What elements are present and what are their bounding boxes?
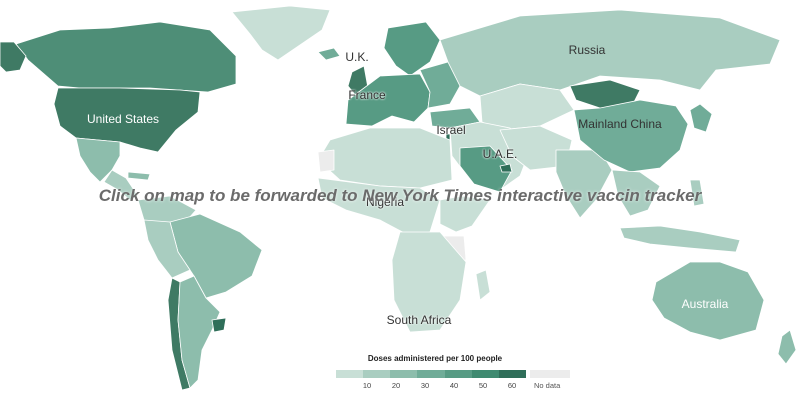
legend-title: Doses administered per 100 people: [367, 354, 503, 363]
legend-tick: 40: [449, 381, 459, 390]
iceland[interactable]: [317, 47, 341, 61]
legend-swatch: [390, 370, 418, 378]
philippines[interactable]: [689, 179, 705, 207]
label-south-africa: South Africa: [386, 313, 452, 327]
label-australia: Australia: [681, 297, 729, 311]
legend-no-data-label: No data: [534, 381, 561, 390]
russia[interactable]: [439, 9, 781, 97]
united-states[interactable]: [53, 87, 201, 153]
legend-swatch: [363, 370, 391, 378]
peru-bolivia[interactable]: [143, 219, 191, 279]
legend-tick: 20: [391, 381, 401, 390]
legend-tick: 10: [362, 381, 372, 390]
alaska[interactable]: [0, 41, 27, 73]
legend-swatch: [471, 370, 499, 378]
southeast-asia[interactable]: [611, 169, 661, 217]
new-zealand[interactable]: [777, 329, 797, 365]
greenland[interactable]: [231, 5, 331, 61]
uae[interactable]: [499, 163, 513, 173]
north-africa[interactable]: [317, 127, 453, 189]
uruguay[interactable]: [211, 317, 227, 333]
legend-tick: 30: [420, 381, 430, 390]
indonesia[interactable]: [619, 225, 741, 253]
color-legend: Doses administered per 100 people 10 20 …: [336, 354, 576, 394]
label-israel: Israel: [436, 123, 466, 137]
legend-tick: 60: [507, 381, 517, 390]
legend-color-scale: [336, 370, 526, 378]
label-nigeria: Nigeria: [365, 195, 405, 209]
label-uae: U.A.E.: [482, 147, 518, 161]
east-africa[interactable]: [439, 195, 491, 233]
legend-swatch: [417, 370, 445, 378]
scandinavia[interactable]: [383, 21, 441, 77]
legend-no-data-swatch: [530, 370, 570, 378]
legend-swatch: [444, 370, 472, 378]
australia[interactable]: [651, 261, 765, 341]
legend-tick: 50: [478, 381, 488, 390]
canada[interactable]: [15, 21, 237, 93]
label-uk: U.K.: [345, 50, 369, 64]
japan-korea[interactable]: [689, 103, 713, 133]
label-russia: Russia: [568, 43, 606, 57]
label-united-states: United States: [86, 112, 160, 126]
madagascar[interactable]: [475, 269, 491, 301]
legend-swatch: [336, 370, 364, 378]
central-america[interactable]: [103, 169, 139, 201]
cuba[interactable]: [127, 171, 151, 181]
mainland-china[interactable]: [573, 99, 689, 173]
western-sahara[interactable]: [317, 149, 335, 173]
legend-swatch: [498, 370, 526, 378]
label-france: France: [348, 88, 386, 102]
vaccine-tracker-link[interactable]: Click on map to be forwarded to New York…: [98, 186, 702, 205]
india[interactable]: [555, 149, 613, 219]
western-europe[interactable]: [345, 73, 431, 127]
saudi-arabia[interactable]: [459, 145, 513, 193]
label-mainland-china: Mainland China: [578, 117, 662, 131]
argentina[interactable]: [177, 275, 221, 389]
southern-africa[interactable]: [391, 231, 467, 333]
